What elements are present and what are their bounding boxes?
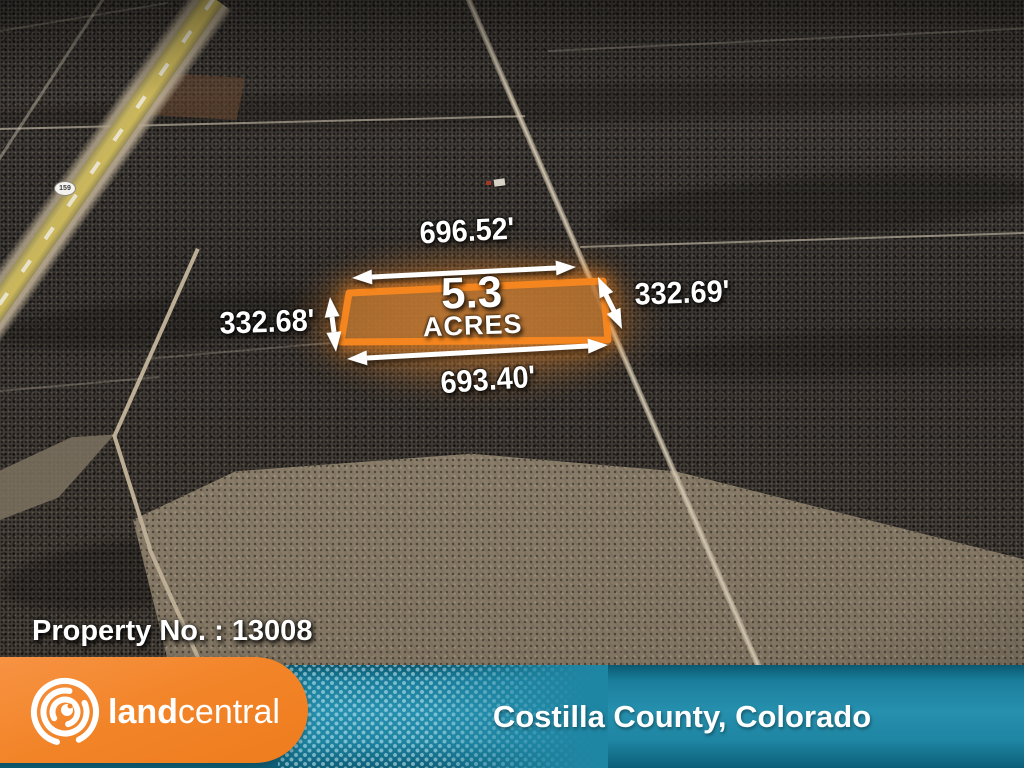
acreage-unit: ACRES — [422, 308, 523, 343]
acreage-value: 5.3 — [440, 267, 503, 319]
small-building-red-roof — [486, 181, 491, 185]
dimension-label-left: 332.68' — [218, 302, 316, 341]
dimension-label-top: 696.52' — [418, 210, 516, 251]
acreage-label: 5.3 ACRES — [421, 267, 523, 343]
brand-name-bold: land — [108, 693, 178, 731]
dimension-label-bottom: 693.40' — [439, 358, 537, 401]
county-label: Costilla County, Colorado — [492, 698, 872, 734]
landcentral-logo-icon — [31, 678, 99, 746]
highway-shield-number: 159 — [59, 185, 71, 192]
brand-name-regular: central — [177, 693, 280, 731]
property-number: Property No. : 13008 — [32, 615, 313, 647]
halftone-dots — [278, 665, 608, 768]
brand-wordmark: landcentral — [108, 691, 280, 733]
dimension-label-right: 332.69' — [633, 273, 731, 312]
highway-shield-icon: 159 — [54, 181, 76, 196]
